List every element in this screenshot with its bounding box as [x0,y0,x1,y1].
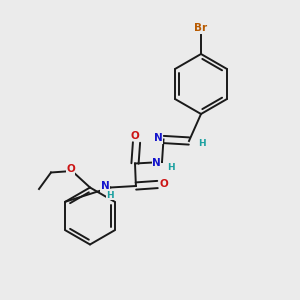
Text: O: O [130,131,140,141]
Text: H: H [106,190,114,200]
Text: N: N [152,158,161,169]
Text: O: O [66,164,75,175]
Text: N: N [100,181,109,191]
Text: Br: Br [194,23,208,33]
Text: O: O [160,178,169,189]
Text: H: H [198,139,206,148]
Text: H: H [167,163,175,172]
Text: N: N [154,133,163,143]
